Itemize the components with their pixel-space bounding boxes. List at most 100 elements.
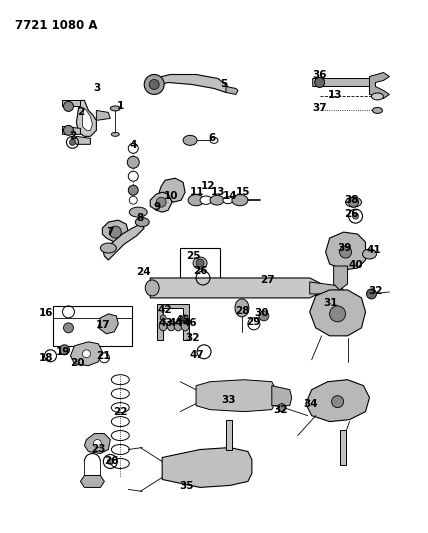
Polygon shape bbox=[333, 266, 348, 290]
Polygon shape bbox=[162, 448, 252, 487]
Text: 9: 9 bbox=[154, 202, 161, 212]
Polygon shape bbox=[62, 126, 80, 134]
Circle shape bbox=[156, 197, 166, 207]
Ellipse shape bbox=[235, 299, 249, 317]
Text: 19: 19 bbox=[56, 347, 71, 357]
Text: 17: 17 bbox=[96, 320, 111, 330]
Circle shape bbox=[63, 101, 74, 111]
Ellipse shape bbox=[232, 195, 248, 206]
Text: 18: 18 bbox=[39, 353, 54, 363]
Ellipse shape bbox=[167, 321, 175, 331]
Text: 32: 32 bbox=[273, 405, 288, 415]
Text: 29: 29 bbox=[246, 317, 260, 327]
Circle shape bbox=[353, 213, 359, 219]
Text: 30: 30 bbox=[255, 308, 269, 318]
Circle shape bbox=[160, 315, 166, 321]
Text: 6: 6 bbox=[208, 133, 216, 143]
Text: 47: 47 bbox=[190, 350, 205, 360]
Text: 34: 34 bbox=[303, 399, 318, 409]
Text: 43: 43 bbox=[159, 318, 173, 328]
Text: 36: 36 bbox=[312, 70, 327, 80]
Circle shape bbox=[128, 143, 138, 154]
Ellipse shape bbox=[223, 197, 233, 204]
Text: 22: 22 bbox=[113, 407, 128, 417]
Circle shape bbox=[278, 403, 286, 411]
Text: 20: 20 bbox=[70, 358, 85, 368]
Text: 13: 13 bbox=[211, 187, 225, 197]
Text: 7: 7 bbox=[107, 227, 114, 237]
Text: 38: 38 bbox=[344, 195, 359, 205]
Circle shape bbox=[196, 259, 204, 267]
Polygon shape bbox=[80, 475, 104, 487]
Ellipse shape bbox=[200, 196, 212, 204]
Text: 4: 4 bbox=[130, 140, 137, 150]
Circle shape bbox=[127, 156, 139, 168]
Circle shape bbox=[259, 311, 269, 321]
Ellipse shape bbox=[129, 207, 147, 217]
Ellipse shape bbox=[110, 106, 120, 111]
Ellipse shape bbox=[345, 197, 362, 207]
Ellipse shape bbox=[372, 108, 383, 114]
Polygon shape bbox=[226, 86, 238, 94]
Polygon shape bbox=[272, 386, 292, 406]
Text: 26: 26 bbox=[193, 266, 207, 276]
Text: 41: 41 bbox=[366, 245, 381, 255]
Ellipse shape bbox=[193, 257, 207, 269]
Circle shape bbox=[128, 185, 138, 195]
Ellipse shape bbox=[181, 321, 189, 331]
Polygon shape bbox=[313, 78, 375, 86]
Text: 37: 37 bbox=[312, 103, 327, 114]
Ellipse shape bbox=[145, 280, 159, 296]
Polygon shape bbox=[339, 430, 345, 465]
Circle shape bbox=[69, 139, 75, 146]
Text: 13: 13 bbox=[327, 91, 342, 100]
Text: 11: 11 bbox=[190, 187, 204, 197]
Polygon shape bbox=[150, 192, 172, 212]
Text: 45: 45 bbox=[176, 315, 190, 325]
Polygon shape bbox=[369, 72, 389, 99]
Circle shape bbox=[339, 246, 351, 258]
Ellipse shape bbox=[210, 195, 224, 205]
Text: 28: 28 bbox=[235, 306, 249, 316]
Text: 23: 23 bbox=[91, 443, 106, 454]
Circle shape bbox=[182, 315, 188, 321]
Polygon shape bbox=[83, 108, 92, 131]
Ellipse shape bbox=[183, 135, 197, 146]
Circle shape bbox=[366, 289, 377, 299]
Text: 42: 42 bbox=[158, 305, 172, 315]
Text: 5: 5 bbox=[220, 79, 228, 90]
Ellipse shape bbox=[174, 321, 182, 331]
Bar bbox=[180, 248, 220, 278]
Text: 39: 39 bbox=[337, 243, 352, 253]
Text: 26: 26 bbox=[104, 456, 119, 466]
Circle shape bbox=[63, 323, 74, 333]
Text: 16: 16 bbox=[39, 308, 54, 318]
Polygon shape bbox=[62, 100, 80, 107]
Text: 3: 3 bbox=[94, 84, 101, 93]
Text: 1: 1 bbox=[117, 101, 124, 111]
Ellipse shape bbox=[188, 195, 204, 206]
Polygon shape bbox=[150, 278, 322, 298]
Text: 2: 2 bbox=[77, 108, 84, 117]
Circle shape bbox=[109, 226, 121, 238]
Text: 24: 24 bbox=[136, 267, 151, 277]
Text: 44: 44 bbox=[169, 318, 184, 328]
Circle shape bbox=[128, 171, 138, 181]
Circle shape bbox=[93, 440, 101, 448]
Circle shape bbox=[348, 197, 359, 207]
Circle shape bbox=[59, 345, 69, 355]
Text: 32: 32 bbox=[368, 286, 383, 296]
Polygon shape bbox=[98, 314, 118, 334]
Polygon shape bbox=[226, 419, 232, 449]
Polygon shape bbox=[157, 304, 189, 340]
Text: 32: 32 bbox=[185, 333, 199, 343]
Circle shape bbox=[129, 196, 137, 204]
Polygon shape bbox=[196, 379, 276, 411]
Circle shape bbox=[63, 125, 74, 135]
Ellipse shape bbox=[159, 321, 167, 331]
Text: 12: 12 bbox=[201, 181, 215, 191]
Text: 33: 33 bbox=[222, 394, 236, 405]
Polygon shape bbox=[148, 75, 228, 92]
Circle shape bbox=[332, 395, 344, 408]
Polygon shape bbox=[84, 433, 110, 454]
